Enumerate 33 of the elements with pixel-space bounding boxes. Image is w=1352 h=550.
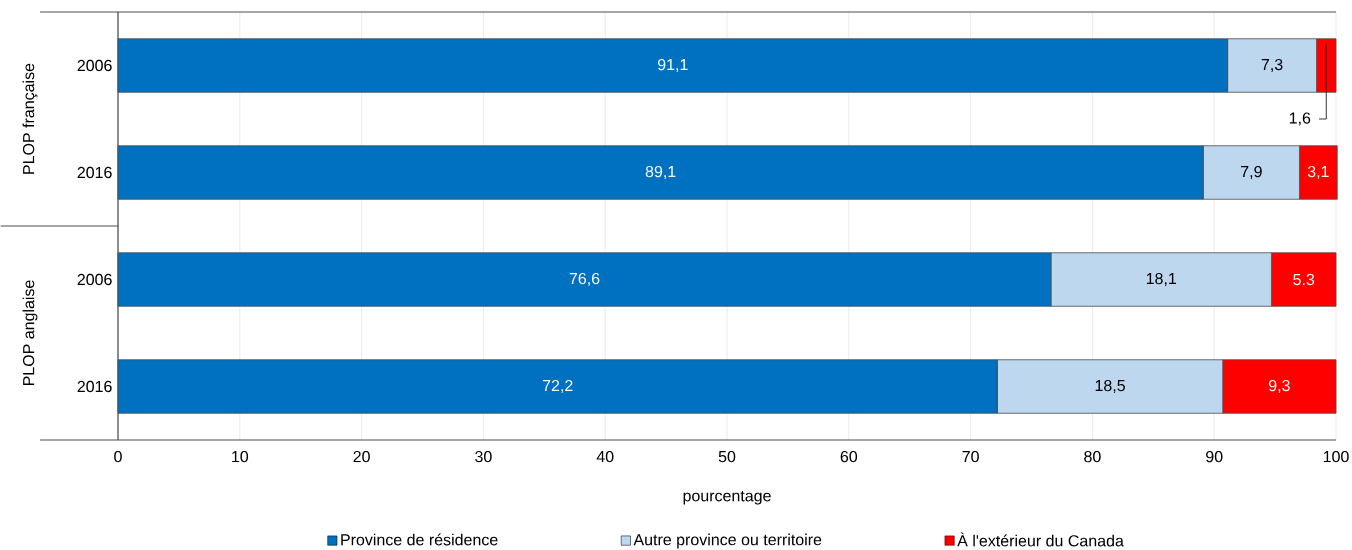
x-axis-title: pourcentage — [683, 490, 771, 505]
legend-label: Province de résidence — [341, 533, 498, 546]
data-label: 5.3 — [1293, 273, 1315, 286]
x-tick-label: 90 — [1206, 450, 1223, 463]
data-label: 1,6 — [1289, 112, 1311, 126]
y-tick-label: 2006 — [77, 273, 112, 286]
data-label: 7,9 — [1241, 165, 1262, 180]
legend-label: À l'extérieur du Canada — [957, 532, 1124, 547]
data-label: 72,2 — [542, 379, 573, 394]
y-tick-label: 2006 — [77, 59, 112, 72]
x-tick-label: 60 — [840, 450, 858, 463]
data-label: 18,5 — [1095, 379, 1125, 394]
x-tick-label: 10 — [232, 450, 249, 463]
data-label: 18,1 — [1146, 272, 1177, 287]
data-label: 91,1 — [657, 58, 688, 73]
y-tick-label: 2016 — [77, 166, 112, 179]
text: PLOP française — [22, 63, 38, 174]
x-tick-label: 70 — [962, 450, 979, 463]
x-tick-label: 50 — [718, 450, 736, 463]
y-tick-label: 2016 — [77, 380, 112, 393]
data-label: 89,1 — [645, 165, 676, 180]
x-tick-label: 80 — [1084, 450, 1101, 463]
legend-label: Autre province ou territoire — [633, 533, 822, 549]
data-label: 7,3 — [1261, 58, 1283, 73]
data-label: 76,6 — [569, 272, 600, 287]
text: PLOP anglaise — [22, 280, 38, 386]
x-tick-label: 30 — [475, 450, 492, 463]
data-label: 3,1 — [1307, 165, 1329, 180]
x-tick-label: 40 — [596, 450, 614, 463]
data-label: 9,3 — [1269, 379, 1290, 394]
x-tick-label: 20 — [353, 450, 370, 463]
x-tick-label: 0 — [114, 450, 122, 463]
x-tick-label: 100 — [1323, 450, 1349, 463]
